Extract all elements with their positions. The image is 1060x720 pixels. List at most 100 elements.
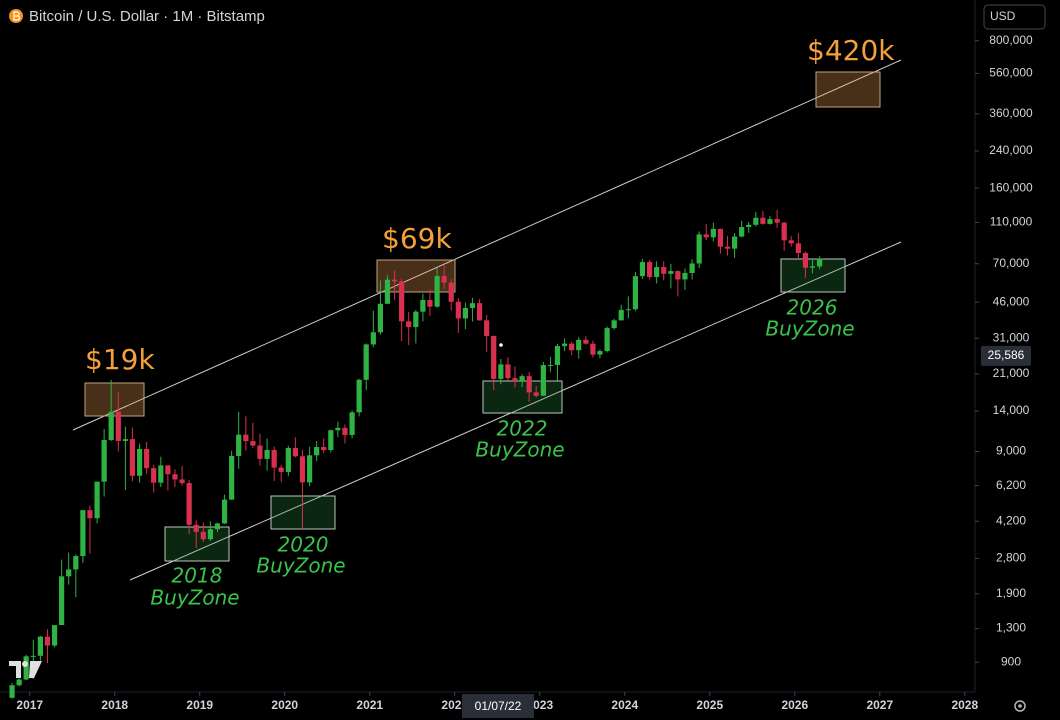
buy-zone-label: BuyZone <box>475 438 564 462</box>
candle-body <box>441 275 447 283</box>
x-tick-label: 2024 <box>611 698 638 712</box>
candle-body <box>583 339 589 344</box>
candle-body <box>151 468 157 483</box>
candle-body <box>576 339 582 351</box>
candle-body <box>172 474 178 480</box>
candle-body <box>377 303 383 333</box>
candle-body <box>569 343 575 351</box>
candle-body <box>193 524 199 532</box>
lower-trend-line <box>129 241 902 581</box>
y-tick-label: 360,000 <box>989 106 1033 120</box>
candle-body <box>306 455 313 483</box>
buy-zone-year: 2026 <box>787 296 838 320</box>
candle-body <box>16 679 22 686</box>
y-tick-label: 9,000 <box>996 444 1026 458</box>
candle-body <box>710 228 716 238</box>
candle-body <box>802 253 809 268</box>
y-tick-label: 6,200 <box>996 478 1026 492</box>
candle-body <box>795 243 801 254</box>
candle-body <box>122 439 128 441</box>
candle-body <box>321 447 327 451</box>
candle-body <box>94 481 100 519</box>
candle-body <box>703 234 709 238</box>
y-tick-label: 2,800 <box>996 551 1026 565</box>
candle-body <box>448 282 454 302</box>
candle-body <box>214 523 221 530</box>
y-tick-label: 1,900 <box>996 586 1026 600</box>
candle-body <box>66 569 72 577</box>
candle-body <box>51 625 58 646</box>
candle-body <box>682 272 688 280</box>
candle-body <box>639 262 646 277</box>
candle-body <box>59 576 65 626</box>
candle-body <box>675 271 681 280</box>
candle-body <box>774 219 780 223</box>
candle-body <box>342 427 348 435</box>
tv-logo <box>9 661 42 678</box>
candle-body <box>363 344 369 380</box>
y-tick-label: 21,000 <box>993 366 1030 380</box>
candle-body <box>101 440 107 482</box>
currency-label[interactable]: USD <box>990 9 1016 23</box>
buy-zone-label: BuyZone <box>765 317 854 341</box>
y-tick-label: 4,200 <box>996 513 1026 527</box>
y-tick-label: 560,000 <box>989 66 1033 80</box>
candle-body <box>136 448 143 476</box>
y-tick-label: 240,000 <box>989 143 1033 157</box>
buy-zone-label: BuyZone <box>150 586 239 610</box>
x-tick-label: 2027 <box>866 698 893 712</box>
last-price-marker <box>981 345 1031 366</box>
candle-body <box>37 636 43 656</box>
price-target-label: $420k <box>807 34 895 67</box>
candle-body <box>689 263 695 273</box>
buy-zone-label: BuyZone <box>256 554 345 578</box>
candle-body <box>618 309 624 321</box>
x-tick-label: 2019 <box>186 698 213 712</box>
settings-button-center[interactable] <box>1018 704 1022 708</box>
candle-body <box>696 234 702 264</box>
y-tick-label: 900 <box>1001 654 1021 668</box>
candle-body <box>498 364 504 379</box>
candle-body <box>278 467 284 472</box>
x-tick-label: 2018 <box>101 698 128 712</box>
buy-zone-year: 2020 <box>278 533 329 557</box>
currency-selector[interactable] <box>983 4 1046 30</box>
candle-body <box>179 479 185 484</box>
candle-body <box>561 343 568 347</box>
y-tick-label: 110,000 <box>990 215 1033 229</box>
candle-body <box>44 636 51 646</box>
candle-body <box>271 449 277 468</box>
candle-body <box>760 217 766 224</box>
candle-body <box>788 240 794 244</box>
candle-body <box>144 448 150 469</box>
candle-body <box>335 427 341 431</box>
candle-body <box>236 434 242 456</box>
crosshair-time-label: 01/07/22 <box>475 699 522 713</box>
candle-body <box>533 392 539 396</box>
candle-body <box>611 320 617 329</box>
last-price-label: 25,586 <box>988 348 1025 362</box>
candle-body <box>399 281 405 322</box>
candle-body <box>250 441 256 446</box>
y-tick-label: 70,000 <box>993 256 1030 270</box>
candle-body <box>462 307 468 319</box>
y-tick-label: 1,300 <box>996 621 1026 635</box>
candle-body <box>476 303 483 321</box>
x-tick-label: 2025 <box>696 698 723 712</box>
candle-body <box>739 226 745 237</box>
candle-body <box>257 445 263 459</box>
buy-zone-year: 2022 <box>497 417 548 441</box>
candle-body <box>328 430 334 451</box>
candle-body <box>413 311 419 328</box>
candle-body <box>604 328 610 352</box>
x-tick-label: 2028 <box>951 698 978 712</box>
candle-body <box>420 300 426 312</box>
settings-button[interactable] <box>1014 700 1026 712</box>
candle-body <box>597 351 603 355</box>
candle-body <box>108 411 114 441</box>
candle-body <box>314 447 320 456</box>
candle-body <box>632 276 639 310</box>
upper-trend-line <box>72 59 902 431</box>
